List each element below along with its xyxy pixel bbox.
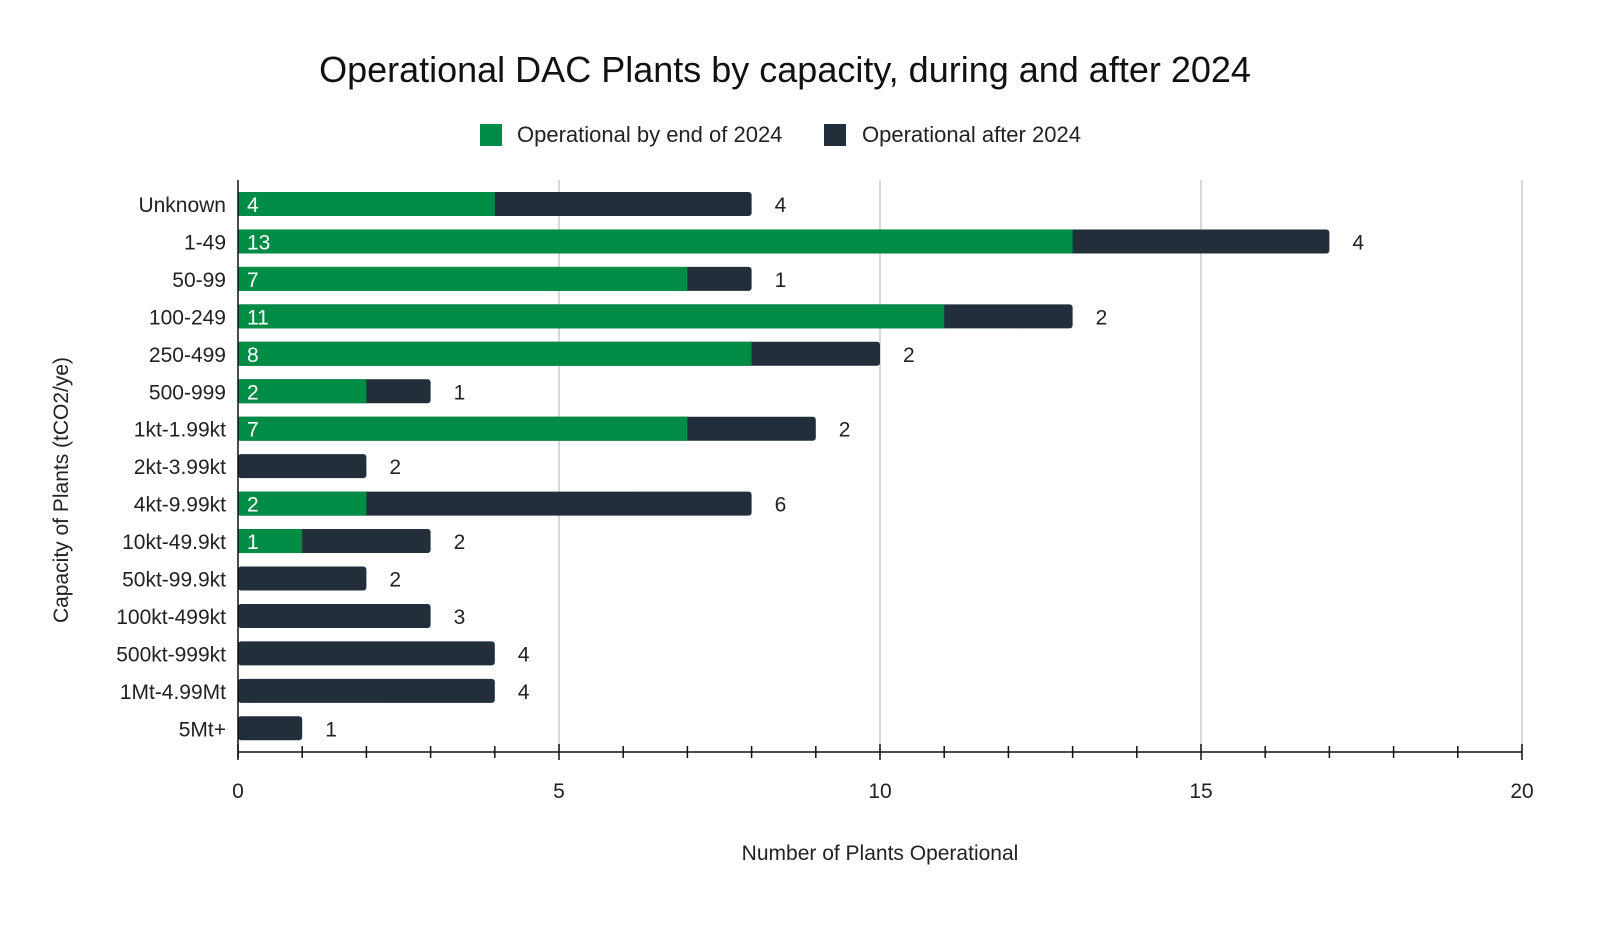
chart-title: Operational DAC Plants by capacity, duri… [319, 49, 1251, 90]
data-label-after-2024-500kt-999kt: 4 [518, 643, 530, 666]
category-label-1-49: 1-49 [184, 231, 226, 254]
category-label-2kt-3-99kt: 2kt-3.99kt [134, 456, 226, 479]
category-label-500kt-999kt: 500kt-999kt [116, 643, 226, 666]
legend-swatch-operational-by-end-of-2024 [480, 124, 502, 146]
category-label-1mt-4-99mt: 1Mt-4.99Mt [120, 681, 226, 704]
data-label-after-2024-1kt-1-99kt: 2 [839, 419, 851, 442]
bar-by-end-2024-4kt-9-99kt [238, 491, 367, 516]
data-label-after-2024-100-249: 2 [1096, 306, 1108, 329]
bar-by-end-2024-100-249 [238, 304, 945, 329]
data-label-by-end-2024-500-999: 2 [247, 381, 259, 404]
data-label-after-2024-1mt-4-99mt: 4 [518, 681, 530, 704]
category-label-50-99: 50-99 [172, 269, 226, 292]
data-label-after-2024-1-49: 4 [1352, 231, 1364, 254]
category-label-250-499: 250-499 [149, 344, 226, 367]
x-tick-label-15: 15 [1189, 780, 1212, 803]
bar-by-end-2024-unknown [238, 192, 495, 216]
bar-by-end-2024-1-49 [238, 229, 1073, 254]
category-label-10kt-49-9kt: 10kt-49.9kt [122, 531, 226, 554]
bar-by-end-2024-250-499 [238, 341, 752, 366]
bar-after-2024-5mt [238, 716, 303, 741]
x-tick-label-20: 20 [1510, 780, 1533, 803]
bar-by-end-2024-500-999 [238, 379, 367, 404]
bar-after-2024-2kt-3-99kt [238, 454, 367, 479]
data-label-after-2024-250-499: 2 [903, 344, 915, 367]
data-label-after-2024-50kt-99-9kt: 2 [389, 569, 401, 592]
legend-label-operational-by-end-of-2024: Operational by end of 2024 [517, 122, 782, 147]
x-tick-label-0: 0 [232, 780, 244, 803]
bar-after-2024-50kt-99-9kt [238, 566, 367, 591]
y-axis-title: Capacity of Plants (tCO2/ye) [50, 357, 73, 623]
data-label-by-end-2024-1kt-1-99kt: 7 [247, 419, 259, 442]
bar-by-end-2024-50-99 [238, 266, 688, 291]
bar-after-2024-100kt-499kt [238, 603, 431, 628]
axes [237, 180, 1523, 760]
category-label-100kt-499kt: 100kt-499kt [116, 606, 226, 629]
category-label-1kt-1-99kt: 1kt-1.99kt [134, 419, 226, 442]
data-label-after-2024-100kt-499kt: 3 [454, 606, 466, 629]
legend-swatch-operational-after-2024 [824, 124, 846, 146]
data-label-after-2024-50-99: 1 [775, 269, 787, 292]
data-label-after-2024-4kt-9-99kt: 6 [775, 494, 787, 517]
data-label-by-end-2024-4kt-9-99kt: 2 [247, 494, 259, 517]
data-label-by-end-2024-unknown: 4 [247, 194, 259, 217]
data-label-by-end-2024-50-99: 7 [247, 269, 259, 292]
category-label-unknown: Unknown [138, 194, 226, 217]
data-label-by-end-2024-1-49: 13 [247, 231, 270, 254]
data-label-after-2024-5mt: 1 [325, 718, 337, 741]
x-tick-label-10: 10 [868, 780, 891, 803]
data-label-by-end-2024-250-499: 8 [247, 344, 259, 367]
bar-after-2024-500kt-999kt [238, 641, 495, 666]
category-label-50kt-99-9kt: 50kt-99.9kt [122, 569, 226, 592]
category-label-4kt-9-99kt: 4kt-9.99kt [134, 494, 226, 517]
data-label-by-end-2024-100-249: 11 [247, 306, 269, 329]
gridlines [558, 180, 1523, 752]
data-label-after-2024-2kt-3-99kt: 2 [389, 456, 401, 479]
bars [238, 192, 1330, 741]
data-label-after-2024-500-999: 1 [454, 381, 466, 404]
category-label-500-999: 500-999 [149, 381, 226, 404]
bar-after-2024-1mt-4-99mt [238, 678, 495, 703]
legend-label-operational-after-2024: Operational after 2024 [862, 122, 1081, 147]
data-label-by-end-2024-10kt-49-9kt: 1 [247, 531, 259, 554]
category-label-100-249: 100-249 [149, 306, 226, 329]
x-axis-title: Number of Plants Operational [742, 842, 1019, 865]
x-tick-label-5: 5 [553, 780, 565, 803]
data-label-after-2024-unknown: 4 [775, 194, 787, 217]
legend: Operational by end of 2024 Operational af… [480, 122, 1081, 147]
bar-by-end-2024-1kt-1-99kt [238, 416, 688, 441]
bar-by-end-2024-10kt-49-9kt [238, 529, 303, 554]
category-label-5mt: 5Mt+ [179, 718, 226, 741]
data-label-after-2024-10kt-49-9kt: 2 [454, 531, 466, 554]
